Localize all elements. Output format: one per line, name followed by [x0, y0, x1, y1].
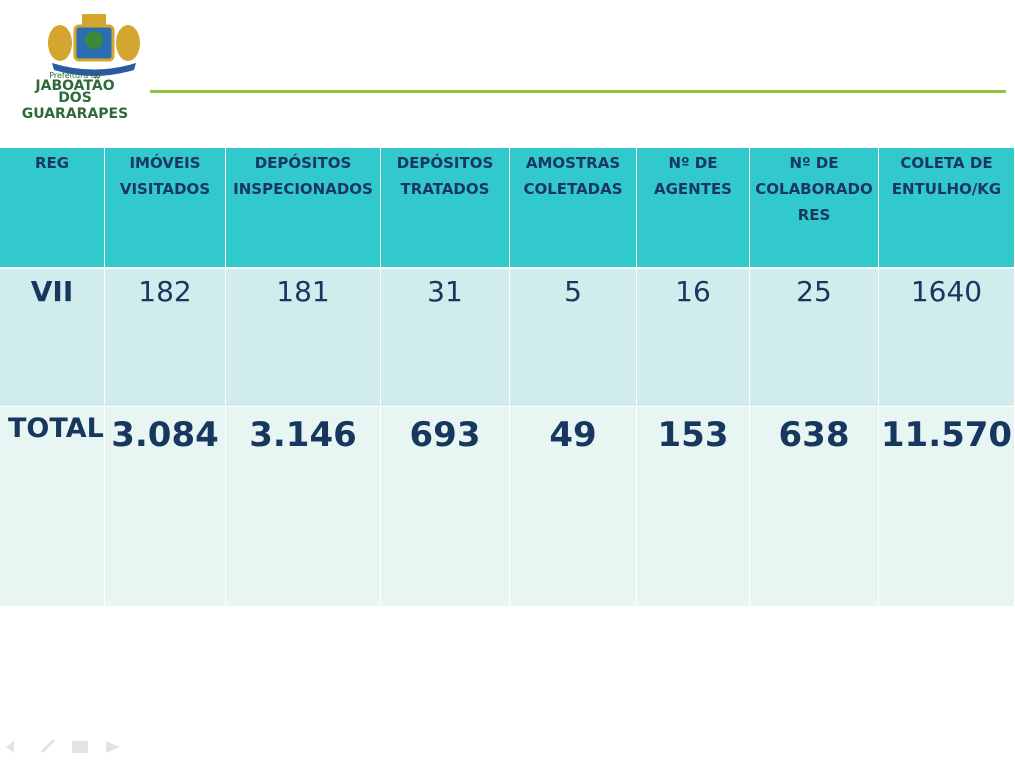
header-cell: REG — [0, 148, 104, 267]
table-cell: 11.570 — [879, 407, 1014, 606]
table-cell: VII — [0, 269, 104, 406]
header-cell: DEPÓSITOS INSPECIONADOS — [226, 148, 380, 267]
table-cell: 181 — [226, 269, 380, 406]
header-cell: COLETA DE ENTULHO/KG — [879, 148, 1014, 267]
header-cell: Nº DE COLABORADORES — [750, 148, 878, 267]
table-cell: 25 — [750, 269, 878, 406]
table-cell: 182 — [105, 269, 225, 406]
table-cell: 693 — [381, 407, 509, 606]
logo-emblem — [48, 14, 140, 76]
nav-icons — [6, 738, 120, 754]
table-cell: 153 — [637, 407, 749, 606]
table-cell: TOTAL — [0, 407, 104, 606]
table-cell: 5 — [510, 269, 636, 406]
header-cell: IMÓVEIS VISITADOS — [105, 148, 225, 267]
table-cell: 1640 — [879, 269, 1014, 406]
table-cell: 16 — [637, 269, 749, 406]
logo-line2: DOS GUARARAPES — [21, 90, 129, 122]
table-cell: 3.084 — [105, 407, 225, 606]
header-cell: AMOSTRAS COLETADAS — [510, 148, 636, 267]
header-cell: DEPÓSITOS TRATADOS — [381, 148, 509, 267]
header-rule — [150, 90, 1006, 93]
logo-line1: JABOATÃO — [35, 78, 115, 94]
header-cell: Nº DE AGENTES — [637, 148, 749, 267]
table-cell: 31 — [381, 269, 509, 406]
table-cell: 638 — [750, 407, 878, 606]
logo-prefix: Prefeitura do — [49, 71, 101, 80]
table-cell: 3.146 — [226, 407, 380, 606]
table-cell: 49 — [510, 407, 636, 606]
